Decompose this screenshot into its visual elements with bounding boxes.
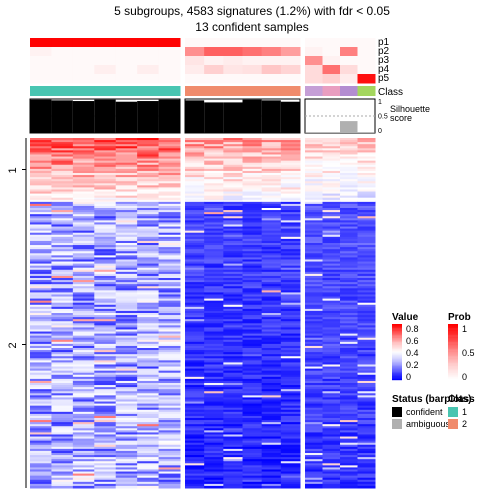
svg-text:0.8: 0.8 (406, 324, 419, 334)
svg-text:0: 0 (462, 372, 467, 382)
silhouette-label: score (390, 113, 412, 123)
svg-text:0.2: 0.2 (406, 360, 419, 370)
svg-text:0.5: 0.5 (462, 348, 475, 358)
legend-value-title: Value (392, 312, 419, 323)
svg-text:0.5: 0.5 (378, 114, 388, 121)
prob-row-label: p5 (378, 73, 390, 84)
figure-svg: p1p2p3p4p5Class10.50Silhouettescore12Val… (0, 0, 504, 504)
svg-text:0.4: 0.4 (406, 348, 419, 358)
svg-text:0: 0 (378, 128, 382, 135)
svg-text:confident: confident (406, 407, 443, 417)
legend-class-title: Class (448, 394, 475, 405)
svg-text:2: 2 (462, 419, 467, 429)
svg-text:0: 0 (406, 372, 411, 382)
legend-prob-title: Prob (448, 312, 471, 323)
svg-text:1: 1 (462, 407, 467, 417)
svg-text:0.6: 0.6 (406, 336, 419, 346)
class-label: Class (378, 87, 403, 98)
svg-text:1: 1 (378, 99, 382, 106)
svg-text:ambiguous: ambiguous (406, 419, 451, 429)
svg-text:1: 1 (462, 324, 467, 334)
row-cluster-label: 2 (7, 342, 19, 348)
row-cluster-label: 1 (7, 167, 19, 173)
